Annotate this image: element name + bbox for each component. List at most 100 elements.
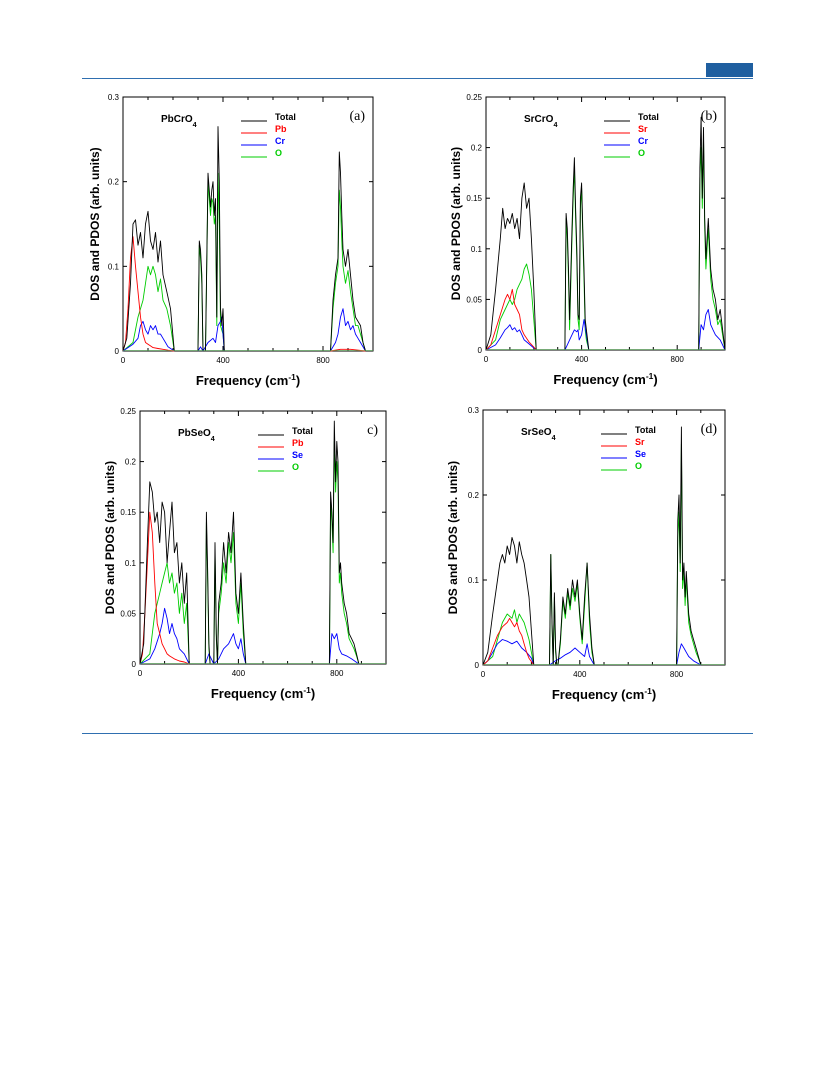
series-line-cr xyxy=(122,320,175,352)
series-line-cr xyxy=(698,309,726,351)
series-line-cr xyxy=(197,316,225,352)
series-line-se xyxy=(676,643,702,666)
x-tick-label: 800 xyxy=(316,356,330,365)
x-tick-label: 400 xyxy=(573,670,587,679)
y-tick-label: 0.1 xyxy=(471,245,483,254)
x-axis-title: Frequency (cm-1) xyxy=(552,686,656,702)
y-tick-label: 0.2 xyxy=(471,144,483,153)
plot-frame xyxy=(485,96,726,351)
y-tick-label: 0.25 xyxy=(120,407,136,416)
series-line-total xyxy=(122,210,175,352)
legend-label-cr: Cr xyxy=(638,136,648,146)
x-tick-label: 800 xyxy=(330,669,344,678)
panel-label: (d) xyxy=(701,422,718,437)
legend-label-total: Total xyxy=(275,112,296,122)
y-tick-label: 0.15 xyxy=(466,194,482,203)
x-tick-label: 0 xyxy=(138,669,143,678)
series-line-cr xyxy=(564,319,590,351)
series-line-o xyxy=(328,440,360,665)
plot-frame xyxy=(139,410,387,665)
series-line-se xyxy=(328,633,360,665)
series-line-total xyxy=(328,420,360,665)
x-tick-label: 800 xyxy=(670,670,684,679)
chart-panel-4: 0 0.1 0.2 0.3 0 400 800 SrSeO4 (d) Total Sr Se O Freq… xyxy=(446,406,726,702)
y-tick-label: 0 xyxy=(478,346,483,355)
legend-label-se: Se xyxy=(292,450,303,460)
x-tick-label: 0 xyxy=(484,355,489,364)
series-line-total xyxy=(549,554,595,666)
series-line-o xyxy=(485,263,537,351)
compound-label: PbCrO4 xyxy=(161,114,197,129)
series-line-total xyxy=(564,157,590,351)
series-line-pb xyxy=(139,511,190,665)
compound-label: SrCrO4 xyxy=(524,114,557,129)
series-line-total xyxy=(485,182,537,351)
legend-label-o: O xyxy=(638,148,645,158)
series-line-total xyxy=(482,537,535,666)
y-tick-label: 0.25 xyxy=(466,93,482,102)
chart-panel-3: 0 0.05 0.1 0.15 0.2 0.25 0 400 800 PbSeO4 c) Total P… xyxy=(103,407,387,701)
legend-label-se: Se xyxy=(635,449,646,459)
panel-label: c) xyxy=(367,423,378,438)
y-tick-label: 0.3 xyxy=(108,93,120,102)
compound-label: PbSeO4 xyxy=(178,428,215,443)
legend-label-pb: Pb xyxy=(275,124,287,134)
series-line-cr xyxy=(485,324,537,351)
y-tick-label: 0.2 xyxy=(108,178,120,187)
x-axis-title: Frequency (cm-1) xyxy=(196,372,300,388)
x-axis-title: Frequency (cm-1) xyxy=(211,685,315,701)
chart-panel-1: 0 0.1 0.2 0.3 0 400 800 PbCrO4 (a) Total Pb Cr O Freq… xyxy=(88,93,374,388)
panel-label: (a) xyxy=(349,109,365,124)
compound-label: SrSeO4 xyxy=(521,427,556,442)
series-line-se xyxy=(204,633,247,665)
legend-label-total: Total xyxy=(635,425,656,435)
legend-label-sr: Sr xyxy=(635,437,645,447)
journal-header-tab xyxy=(706,63,753,77)
x-tick-label: 0 xyxy=(121,356,126,365)
series-line-total xyxy=(330,151,366,352)
series-line-pb xyxy=(330,348,366,352)
series-line-se xyxy=(139,607,190,665)
y-tick-label: 0.2 xyxy=(468,491,480,500)
y-tick-label: 0 xyxy=(115,347,120,356)
plot-frame xyxy=(482,409,726,666)
y-tick-label: 0.1 xyxy=(125,559,137,568)
panel-label: (b) xyxy=(701,109,718,124)
y-tick-label: 0 xyxy=(132,660,137,669)
legend-label-cr: Cr xyxy=(275,136,285,146)
legend-label-total: Total xyxy=(638,112,659,122)
y-tick-label: 0.1 xyxy=(468,576,480,585)
series-line-o xyxy=(330,189,366,352)
x-tick-label: 800 xyxy=(671,355,685,364)
x-tick-label: 400 xyxy=(232,669,246,678)
series-line-o xyxy=(139,562,190,665)
legend-label-o: O xyxy=(635,461,642,471)
y-tick-label: 0.15 xyxy=(120,508,136,517)
series-line-total xyxy=(197,126,225,352)
dos-pdos-figure: 0 0.1 0.2 0.3 0 400 800 PbCrO4 (a) Total Pb Cr O Freq… xyxy=(88,93,726,702)
y-tick-label: 0 xyxy=(475,661,480,670)
legend-label-total: Total xyxy=(292,426,313,436)
plot-frame xyxy=(122,96,374,352)
y-tick-label: 0.1 xyxy=(108,262,120,271)
y-tick-label: 0.05 xyxy=(466,295,482,304)
series-line-total xyxy=(204,511,247,665)
y-axis-title: DOS and PDOS (arb. units) xyxy=(449,147,463,300)
x-tick-label: 400 xyxy=(575,355,589,364)
header-rule xyxy=(82,78,753,79)
y-tick-label: 0.3 xyxy=(468,406,480,415)
legend-label-o: O xyxy=(292,462,299,472)
footer-rule xyxy=(82,733,753,734)
x-tick-label: 0 xyxy=(481,670,486,679)
x-axis-title: Frequency (cm-1) xyxy=(553,371,657,387)
y-tick-label: 0.05 xyxy=(120,609,136,618)
legend-label-sr: Sr xyxy=(638,124,648,134)
chart-panel-2: 0 0.05 0.1 0.15 0.2 0.25 0 400 800 SrCrO4 (b) Total… xyxy=(449,93,726,387)
series-line-sr xyxy=(485,288,537,351)
y-tick-label: 0.2 xyxy=(125,458,137,467)
series-line-cr xyxy=(330,308,366,352)
x-tick-label: 400 xyxy=(216,356,230,365)
y-axis-title: DOS and PDOS (arb. units) xyxy=(88,147,102,300)
series-line-total xyxy=(676,426,702,666)
legend-label-o: O xyxy=(275,148,282,158)
